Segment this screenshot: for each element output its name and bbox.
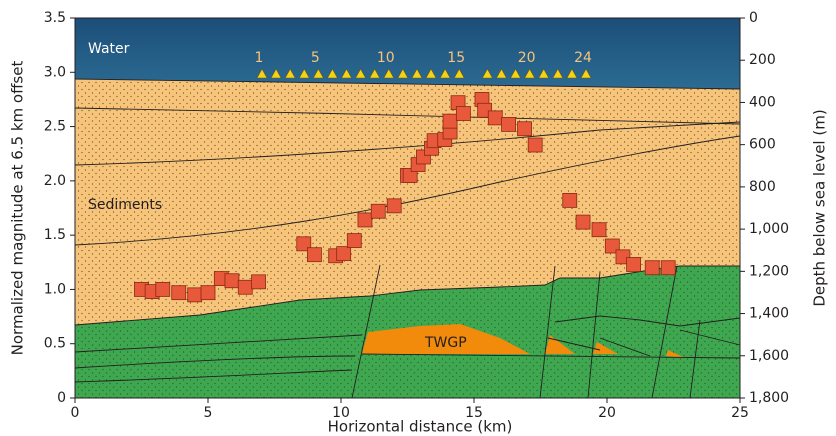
x-axis-title: Horizontal distance (km) — [328, 418, 513, 436]
receiver-label: 20 — [518, 50, 536, 66]
y2-tick-label: 1,000 — [749, 221, 789, 237]
data-point — [337, 247, 351, 261]
data-point — [252, 275, 266, 289]
y2-tick-label: 200 — [749, 52, 776, 68]
data-point — [528, 138, 542, 152]
x-tick-label: 20 — [598, 405, 616, 421]
y2-tick-label: 1,800 — [749, 390, 789, 406]
y2-tick-label: 400 — [749, 94, 776, 110]
receiver-label: 24 — [574, 50, 592, 66]
data-point — [627, 257, 641, 271]
y-tick-label: 1.0 — [44, 281, 66, 297]
x-tick-label: 10 — [332, 405, 350, 421]
data-point — [201, 286, 215, 300]
data-point — [307, 248, 321, 262]
data-point — [661, 261, 675, 275]
data-point — [645, 261, 659, 275]
y-tick-label: 2.5 — [44, 119, 66, 135]
y-tick-label: 0 — [57, 390, 66, 406]
data-point — [172, 286, 186, 300]
y-axis-title: Normalized magnitude at 6.5 km offset — [9, 61, 27, 356]
data-point — [238, 280, 252, 294]
data-point — [502, 117, 516, 131]
x-tick-label: 0 — [71, 405, 80, 421]
x-tick-label: 5 — [204, 405, 213, 421]
y2-tick-label: 1,200 — [749, 263, 789, 279]
annotation: TWGP — [424, 335, 467, 351]
y2-tick-label: 800 — [749, 179, 776, 195]
y-tick-label: 0.5 — [44, 336, 66, 352]
receiver-label: 15 — [447, 50, 465, 66]
data-point — [387, 199, 401, 213]
y-tick-label: 1.5 — [44, 227, 66, 243]
data-point — [592, 223, 606, 237]
y2-tick-label: 600 — [749, 137, 776, 153]
data-point — [347, 234, 361, 248]
data-point — [156, 282, 170, 296]
receiver-label: 10 — [377, 50, 395, 66]
x-tick-label: 25 — [731, 405, 749, 421]
data-point — [225, 274, 239, 288]
data-point — [563, 193, 577, 207]
receiver-label: 1 — [255, 50, 264, 66]
data-point — [371, 204, 385, 218]
data-point — [358, 213, 372, 227]
annotation: Sediments — [88, 197, 162, 213]
receiver-label: 5 — [311, 50, 320, 66]
data-point — [456, 107, 470, 121]
data-point — [576, 215, 590, 229]
y-tick-label: 2.0 — [44, 173, 66, 189]
y2-axis-title: Depth below sea level (m) — [811, 109, 829, 306]
y-tick-label: 3.0 — [44, 64, 66, 80]
y-tick-label: 3.5 — [44, 10, 66, 26]
data-point — [188, 288, 202, 302]
y2-tick-label: 0 — [749, 10, 758, 26]
y2-tick-label: 1,400 — [749, 306, 789, 322]
data-point — [488, 111, 502, 125]
annotation: Water — [88, 41, 130, 57]
x-tick-label: 15 — [465, 405, 483, 421]
y2-tick-label: 1,600 — [749, 348, 789, 364]
chart: Horizontal distance (km) Normalized magn… — [0, 0, 836, 436]
cross-section — [75, 18, 740, 398]
data-point — [443, 114, 457, 128]
data-point — [518, 122, 532, 136]
